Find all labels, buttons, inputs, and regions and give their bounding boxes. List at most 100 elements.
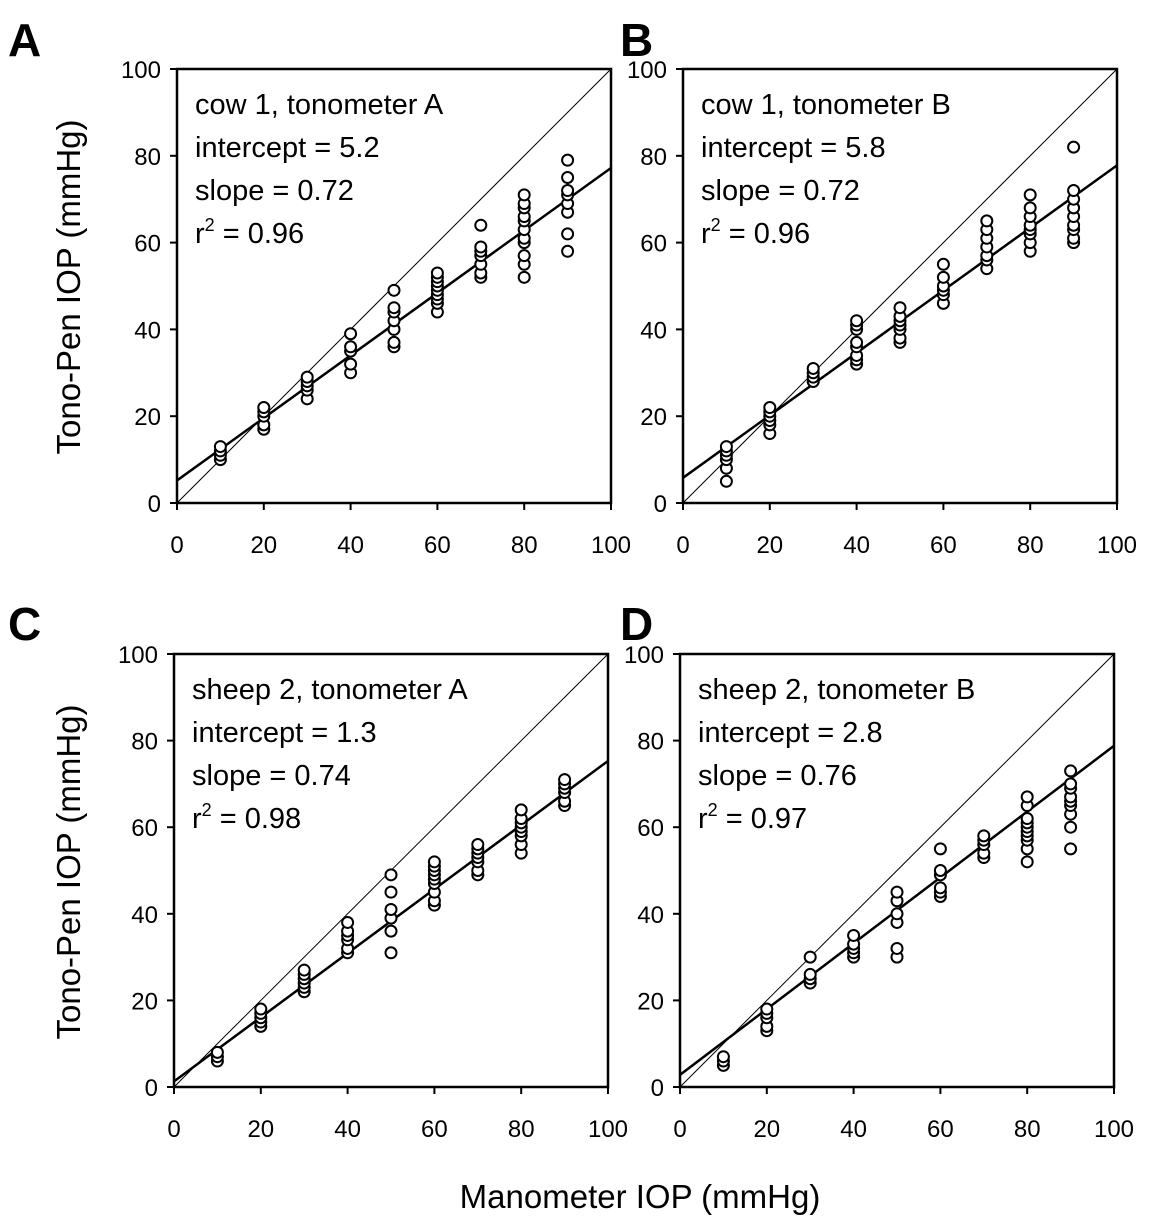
x-tick-label: 40	[843, 532, 870, 559]
x-tick-label: 20	[250, 532, 277, 559]
y-tick-label: 40	[134, 317, 161, 344]
data-point	[300, 370, 314, 384]
panel-letter: B	[620, 14, 653, 66]
y-tick-label: 100	[121, 57, 161, 84]
data-point	[514, 803, 528, 817]
r2-value: = 0.98	[212, 803, 302, 835]
data-point	[210, 1045, 224, 1059]
x-tick-label: 60	[930, 532, 957, 559]
data-point	[1023, 201, 1037, 215]
r2-value: = 0.96	[721, 218, 811, 250]
plot-frame	[175, 67, 613, 505]
annotation-title: cow 1, tonometer B	[701, 89, 951, 121]
annotation-intercept: intercept = 1.3	[192, 717, 377, 749]
data-point	[980, 214, 994, 228]
data-point	[471, 838, 485, 852]
x-tick-label: 0	[170, 532, 183, 559]
data-point	[517, 188, 531, 202]
data-point	[517, 249, 531, 263]
x-tick-label: 80	[508, 1116, 535, 1143]
y-tick-label: 100	[627, 57, 667, 84]
data-point	[384, 902, 398, 916]
annotation-r2: r2 = 0.97	[698, 800, 807, 835]
y-axis-title-bottom: Tono-Pen IOP (mmHg)	[50, 705, 87, 1040]
y-axis-title-top: Tono-Pen IOP (mmHg)	[50, 120, 87, 455]
panel-letter: C	[8, 598, 41, 650]
data-point	[977, 829, 991, 843]
annotation-r2: r2 = 0.96	[701, 215, 810, 250]
data-point	[1064, 820, 1078, 834]
y-tick-label: 60	[131, 815, 158, 842]
data-point	[803, 967, 817, 981]
data-point	[384, 946, 398, 960]
r2-superscript: 2	[202, 800, 212, 820]
data-point	[1064, 842, 1078, 856]
x-tick-label: 100	[1094, 1116, 1134, 1143]
x-tick-label: 40	[840, 1116, 867, 1143]
x-tick-label: 100	[591, 532, 631, 559]
annotation-intercept: intercept = 2.8	[698, 717, 883, 749]
data-point	[1020, 812, 1034, 826]
data-point	[803, 950, 817, 964]
x-tick-label: 20	[753, 1116, 780, 1143]
x-tick-label: 80	[1014, 1116, 1041, 1143]
data-point	[933, 881, 947, 895]
panel-letter: D	[620, 598, 653, 650]
data-point	[716, 1050, 730, 1064]
panel-letter: A	[8, 14, 41, 66]
annotation-title: cow 1, tonometer A	[195, 89, 444, 121]
panel-d: D 0 20 40 60 80 100 0 20 40 60 80 100 sheep 2, tonome…	[620, 598, 1134, 1143]
annotation-slope: slope = 0.74	[192, 760, 351, 792]
x-tick-label: 100	[588, 1116, 628, 1143]
y-tick-label: 20	[637, 988, 664, 1015]
data-point	[890, 907, 904, 921]
panel-b: B 0 20 40 60 80 100 0 20 40 60 80 100 cow 1, tonomete…	[620, 14, 1137, 559]
plot-frame	[172, 652, 610, 1089]
y-tick-label: 80	[640, 144, 667, 171]
r2-value: = 0.97	[718, 803, 808, 835]
data-point	[936, 270, 950, 284]
x-tick-label: 60	[927, 1116, 954, 1143]
annotation-slope: slope = 0.72	[195, 175, 354, 207]
y-tick-label: 100	[118, 642, 158, 669]
y-tick-label: 80	[131, 729, 158, 756]
data-point	[254, 1002, 268, 1016]
data-point	[561, 153, 575, 167]
data-point	[1067, 184, 1081, 198]
y-tick-label: 0	[145, 1075, 158, 1102]
r2-superscript: 2	[205, 215, 215, 235]
x-tick-label: 20	[247, 1116, 274, 1143]
x-tick-label: 20	[756, 532, 783, 559]
data-point	[344, 327, 358, 341]
data-point	[561, 244, 575, 258]
data-point	[561, 171, 575, 184]
data-point	[1023, 188, 1037, 202]
data-point	[387, 335, 401, 349]
y-tick-label: 0	[651, 1075, 664, 1102]
data-point	[558, 773, 572, 787]
data-point	[517, 270, 531, 284]
identity-line	[680, 654, 1114, 1087]
identity-line	[683, 69, 1117, 503]
annotation-intercept: intercept = 5.2	[195, 132, 380, 164]
x-tick-label: 80	[511, 532, 538, 559]
y-tick-label: 20	[640, 404, 667, 431]
y-tick-label: 80	[637, 729, 664, 756]
data-point	[760, 1002, 774, 1016]
data-point	[344, 357, 358, 371]
x-tick-label: 40	[337, 532, 364, 559]
r2-superscript: 2	[711, 215, 721, 235]
data-point	[933, 842, 947, 856]
annotation-slope: slope = 0.76	[698, 760, 857, 792]
y-tick-label: 0	[148, 491, 161, 518]
data-point	[344, 340, 358, 354]
data-point	[384, 924, 398, 938]
panel-a: A 0 20 40 60 80 100 0 20 40 60 80 100 cow 1, tonomete…	[8, 14, 631, 559]
plot-frame	[678, 652, 1116, 1089]
data-point	[1064, 764, 1078, 778]
y-tick-label: 0	[654, 491, 667, 518]
annotation-title: sheep 2, tonometer B	[698, 674, 975, 706]
data-point	[561, 184, 575, 198]
data-point	[1067, 140, 1081, 154]
data-point	[297, 963, 311, 977]
